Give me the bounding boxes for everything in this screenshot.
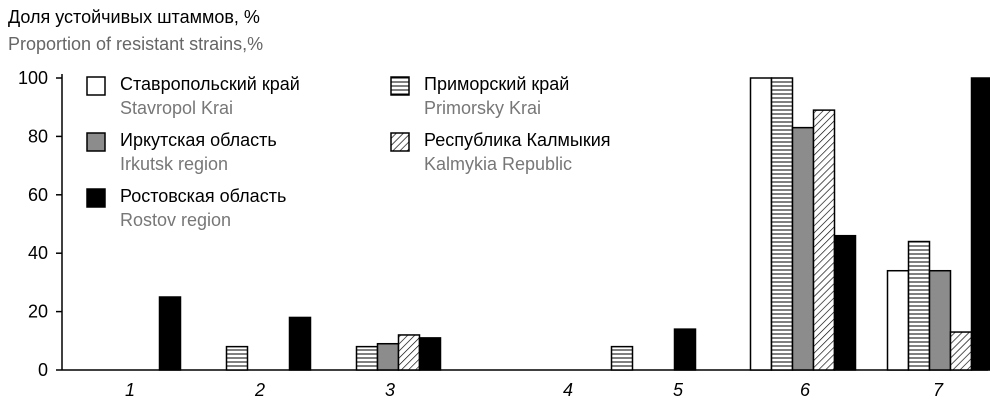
x-tick-label: 4 — [563, 380, 573, 400]
legend-label-primorsky-ru: Приморский край — [424, 74, 570, 94]
bar-black-cat-2 — [288, 316, 312, 371]
bar-gray-cat-3 — [376, 342, 400, 371]
bar-black-cat-5 — [673, 328, 697, 371]
legend-label-irkutsk-ru: Иркутская область — [120, 130, 277, 150]
y-tick-label: 80 — [28, 126, 48, 146]
bar-diag-cat-6 — [812, 109, 836, 371]
bar-white-cat-6 — [749, 77, 773, 371]
legend-label-kalmykia-en: Kalmykia Republic — [424, 154, 573, 174]
legend-label-kalmykia-ru: Республика Калмыкия — [424, 130, 611, 150]
bar-hlines-cat-2 — [225, 345, 249, 371]
x-tick-label: 5 — [673, 380, 684, 400]
legend-swatch-irkutsk — [86, 132, 106, 152]
y-tick-label: 40 — [28, 243, 48, 263]
bar-hlines-cat-6 — [770, 77, 794, 371]
y-tick-label: 20 — [28, 302, 48, 322]
x-tick-label: 7 — [933, 380, 944, 400]
bar-black-cat-1 — [158, 296, 182, 371]
y-axis-title-en: Proportion of resistant strains,% — [8, 34, 264, 54]
x-tick-label: 2 — [254, 380, 265, 400]
bar-diag-cat-3 — [397, 334, 421, 371]
bar-black-cat-7 — [970, 77, 990, 371]
legend-label-primorsky-en: Primorsky Krai — [424, 98, 542, 118]
bar-diag-cat-7 — [949, 331, 973, 371]
legend-label-stavropol-ru: Ставропольский край — [120, 74, 300, 94]
bar-hlines-cat-3 — [355, 345, 379, 371]
bar-gray-cat-6 — [791, 126, 815, 371]
bar-black-cat-6 — [833, 234, 857, 371]
legend-swatch-kalmykia — [390, 132, 410, 152]
legend-swatch-rostov — [86, 188, 106, 208]
legend-label-rostov-ru: Ростовская область — [120, 186, 287, 206]
legend-label-stavropol-en: Stavropol Krai — [120, 98, 234, 118]
legend-label-rostov-en: Rostov region — [120, 210, 232, 230]
bar-gray-cat-7 — [928, 269, 952, 371]
x-tick-label: 1 — [125, 380, 135, 400]
x-tick-label: 3 — [385, 380, 395, 400]
bar-hlines-cat-5 — [610, 345, 634, 371]
bar-black-cat-3 — [418, 337, 442, 371]
legend-swatch-stavropol — [86, 76, 106, 96]
x-tick-label: 6 — [800, 380, 811, 400]
y-tick-label: 100 — [18, 68, 48, 88]
legend-label-irkutsk-en: Irkutsk region — [120, 154, 229, 174]
legend-swatch-primorsky — [390, 76, 410, 96]
bar-hlines-cat-7 — [907, 240, 931, 371]
y-axis-title-ru: Доля устойчивых штаммов, % — [8, 7, 260, 27]
bar-white-cat-7 — [886, 269, 910, 371]
y-tick-label: 60 — [28, 185, 48, 205]
y-tick-label: 0 — [38, 360, 48, 380]
